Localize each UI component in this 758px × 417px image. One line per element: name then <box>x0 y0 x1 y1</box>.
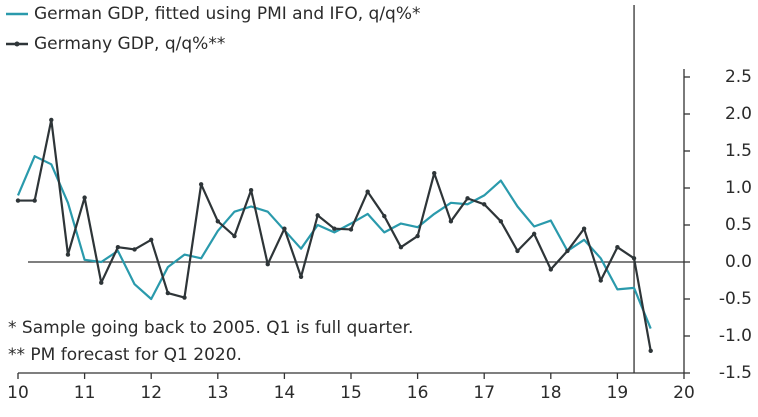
point-marker <box>432 171 437 176</box>
point-marker <box>49 117 54 123</box>
point-marker <box>265 262 270 267</box>
point-marker <box>398 245 404 250</box>
x-tick-label: 16 <box>407 383 429 403</box>
point-marker <box>332 226 337 231</box>
point-marker <box>565 248 570 254</box>
point-marker <box>615 245 620 250</box>
x-tick-label: 15 <box>340 383 362 403</box>
series-line <box>18 118 652 351</box>
point-marker <box>32 198 37 203</box>
point-marker <box>548 267 553 272</box>
point-marker <box>65 252 71 257</box>
point-marker <box>415 233 420 239</box>
x-tick-label: 18 <box>540 383 562 403</box>
x-tick-label: 13 <box>207 383 229 403</box>
x-tick-label: 19 <box>607 383 629 403</box>
point-marker <box>515 248 520 254</box>
y-tick-label: 0.5 <box>725 215 752 235</box>
x-tick-label: 12 <box>140 383 162 403</box>
y-tick-label: 2.0 <box>725 104 752 124</box>
point-marker <box>598 278 603 283</box>
y-tick-label: -1.0 <box>719 326 752 346</box>
point-marker <box>232 233 237 239</box>
point-marker <box>182 295 187 300</box>
point-marker <box>132 247 137 252</box>
point-marker <box>149 237 154 242</box>
point-marker <box>198 182 204 187</box>
point-marker <box>581 226 587 231</box>
point-marker <box>215 219 220 224</box>
point-marker <box>165 290 171 296</box>
point-marker <box>365 189 370 194</box>
point-marker <box>282 226 287 231</box>
note: ** PM forecast for Q1 2020. <box>8 345 242 365</box>
x-tick-label: 17 <box>473 383 495 403</box>
point-marker <box>15 198 21 203</box>
x-tick-label: 14 <box>274 383 296 403</box>
legend-marker <box>14 41 20 47</box>
point-marker <box>298 274 304 279</box>
legend-label: German GDP, fitted using PMI and IFO, q/… <box>34 4 420 24</box>
point-marker <box>248 188 254 193</box>
series-line <box>16 155 652 330</box>
point-marker <box>648 348 653 353</box>
point-marker <box>348 227 354 232</box>
y-tick-label: 2.5 <box>725 67 752 87</box>
y-tick-label: 1.5 <box>725 141 752 161</box>
legend-label: Germany GDP, q/q%** <box>34 34 225 54</box>
x-tick-label: 10 <box>7 383 29 403</box>
point-marker <box>482 202 487 207</box>
point-marker <box>465 196 470 201</box>
y-tick-label: 1.0 <box>725 178 752 198</box>
point-marker <box>448 219 454 224</box>
y-tick-label: -1.5 <box>719 363 752 383</box>
y-tick-label: 0.0 <box>725 252 752 272</box>
point-marker <box>631 256 637 261</box>
y-tick-label: -0.5 <box>719 289 752 309</box>
x-tick-label: 20 <box>673 383 695 403</box>
point-marker <box>99 280 104 285</box>
point-marker <box>498 219 504 224</box>
x-tick-label: 11 <box>74 383 96 403</box>
point-marker <box>315 213 320 218</box>
note: * Sample going back to 2005. Q1 is full … <box>8 318 413 338</box>
point-marker <box>115 245 121 250</box>
point-marker <box>382 213 387 219</box>
point-marker <box>82 195 87 200</box>
point-marker <box>531 231 537 237</box>
